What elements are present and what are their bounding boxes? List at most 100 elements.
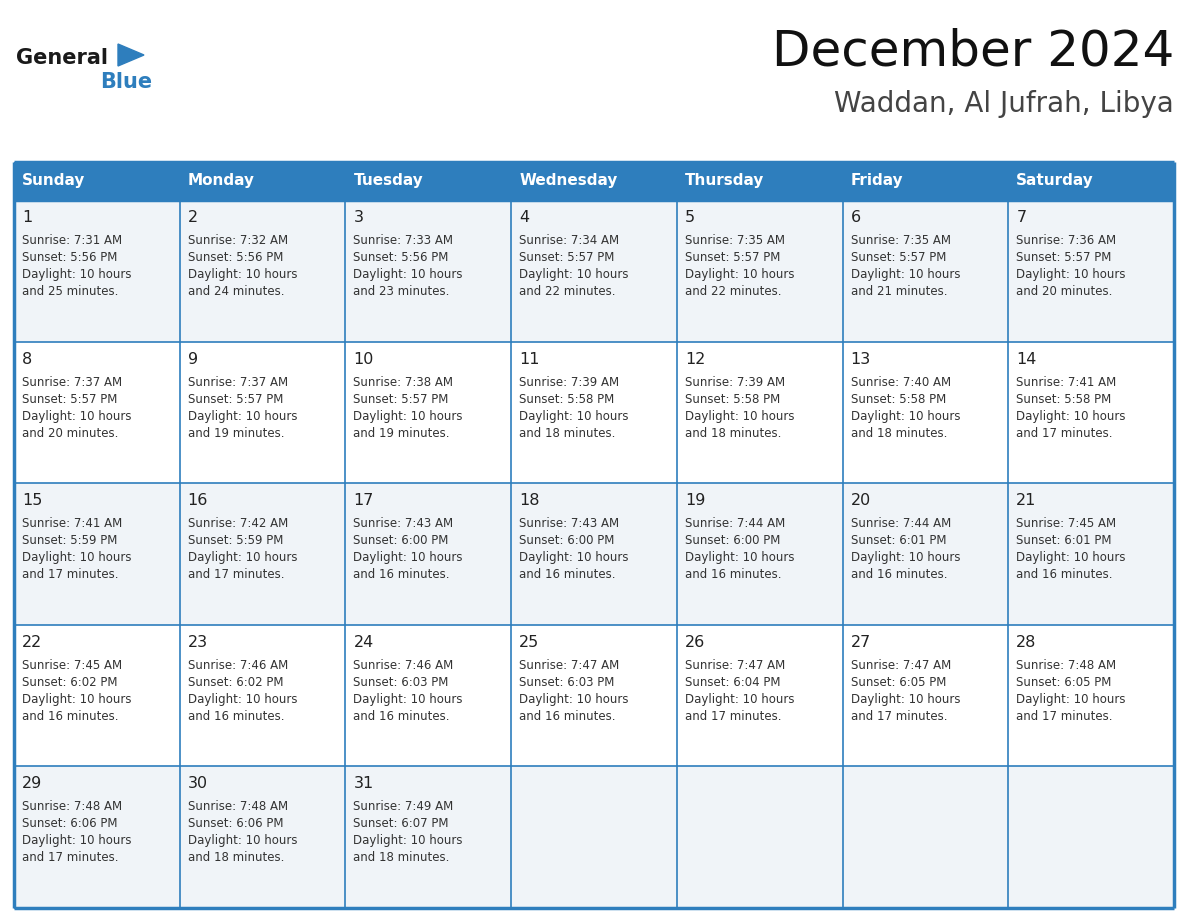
Text: Sunset: 5:58 PM: Sunset: 5:58 PM: [684, 393, 781, 406]
Text: Sunrise: 7:31 AM: Sunrise: 7:31 AM: [23, 234, 122, 247]
Text: Sunrise: 7:45 AM: Sunrise: 7:45 AM: [1016, 517, 1117, 531]
Text: and 18 minutes.: and 18 minutes.: [353, 851, 450, 865]
Text: Sunrise: 7:36 AM: Sunrise: 7:36 AM: [1016, 234, 1117, 247]
Text: Sunrise: 7:38 AM: Sunrise: 7:38 AM: [353, 375, 454, 388]
Text: Sunrise: 7:43 AM: Sunrise: 7:43 AM: [519, 517, 619, 531]
Text: Daylight: 10 hours: Daylight: 10 hours: [23, 693, 132, 706]
Text: 25: 25: [519, 635, 539, 650]
Text: and 17 minutes.: and 17 minutes.: [851, 710, 947, 722]
Text: Sunrise: 7:32 AM: Sunrise: 7:32 AM: [188, 234, 287, 247]
Text: Daylight: 10 hours: Daylight: 10 hours: [353, 834, 463, 847]
Text: Sunrise: 7:40 AM: Sunrise: 7:40 AM: [851, 375, 950, 388]
Text: Daylight: 10 hours: Daylight: 10 hours: [1016, 409, 1126, 422]
Text: 15: 15: [23, 493, 43, 509]
Text: Daylight: 10 hours: Daylight: 10 hours: [188, 268, 297, 281]
Text: Daylight: 10 hours: Daylight: 10 hours: [851, 551, 960, 565]
Text: Sunrise: 7:48 AM: Sunrise: 7:48 AM: [188, 800, 287, 813]
Text: Sunrise: 7:35 AM: Sunrise: 7:35 AM: [851, 234, 950, 247]
Text: and 18 minutes.: and 18 minutes.: [684, 427, 782, 440]
Bar: [842, 625, 1009, 767]
Bar: [677, 341, 842, 483]
Text: Sunset: 6:05 PM: Sunset: 6:05 PM: [851, 676, 946, 688]
Text: Daylight: 10 hours: Daylight: 10 hours: [1016, 268, 1126, 281]
Text: Sunrise: 7:39 AM: Sunrise: 7:39 AM: [519, 375, 619, 388]
Text: 31: 31: [353, 777, 374, 791]
Text: Blue: Blue: [100, 72, 152, 92]
Text: Daylight: 10 hours: Daylight: 10 hours: [23, 551, 132, 565]
Text: and 17 minutes.: and 17 minutes.: [1016, 427, 1113, 440]
Text: Daylight: 10 hours: Daylight: 10 hours: [519, 693, 628, 706]
Bar: [842, 483, 1009, 625]
Text: and 23 minutes.: and 23 minutes.: [353, 285, 450, 298]
Text: 27: 27: [851, 635, 871, 650]
Text: Daylight: 10 hours: Daylight: 10 hours: [1016, 693, 1126, 706]
Text: 16: 16: [188, 493, 208, 509]
Text: Sunset: 6:00 PM: Sunset: 6:00 PM: [353, 534, 449, 547]
Text: Sunrise: 7:43 AM: Sunrise: 7:43 AM: [353, 517, 454, 531]
Text: Sunset: 5:57 PM: Sunset: 5:57 PM: [188, 393, 283, 406]
Text: Sunrise: 7:48 AM: Sunrise: 7:48 AM: [1016, 659, 1117, 672]
Text: Daylight: 10 hours: Daylight: 10 hours: [851, 693, 960, 706]
Bar: [14, 341, 179, 483]
Text: Daylight: 10 hours: Daylight: 10 hours: [851, 268, 960, 281]
Text: Daylight: 10 hours: Daylight: 10 hours: [353, 409, 463, 422]
Text: and 16 minutes.: and 16 minutes.: [519, 710, 615, 722]
Text: Tuesday: Tuesday: [353, 174, 423, 188]
Text: Sunset: 5:57 PM: Sunset: 5:57 PM: [353, 393, 449, 406]
Text: Daylight: 10 hours: Daylight: 10 hours: [188, 409, 297, 422]
Bar: [511, 162, 677, 200]
Text: 18: 18: [519, 493, 539, 509]
Text: and 18 minutes.: and 18 minutes.: [851, 427, 947, 440]
Text: Sunset: 6:07 PM: Sunset: 6:07 PM: [353, 817, 449, 831]
Text: 29: 29: [23, 777, 43, 791]
Text: 20: 20: [851, 493, 871, 509]
Text: Daylight: 10 hours: Daylight: 10 hours: [684, 693, 795, 706]
Text: Sunset: 5:56 PM: Sunset: 5:56 PM: [188, 251, 283, 264]
Text: December 2024: December 2024: [772, 28, 1174, 76]
Text: and 17 minutes.: and 17 minutes.: [188, 568, 284, 581]
Text: Daylight: 10 hours: Daylight: 10 hours: [23, 834, 132, 847]
Text: 23: 23: [188, 635, 208, 650]
Text: Sunrise: 7:46 AM: Sunrise: 7:46 AM: [353, 659, 454, 672]
Bar: [14, 162, 179, 200]
Text: Sunrise: 7:41 AM: Sunrise: 7:41 AM: [23, 517, 122, 531]
Text: Sunset: 5:56 PM: Sunset: 5:56 PM: [353, 251, 449, 264]
Text: and 17 minutes.: and 17 minutes.: [1016, 710, 1113, 722]
Bar: [1009, 625, 1174, 767]
Text: Sunset: 6:03 PM: Sunset: 6:03 PM: [519, 676, 614, 688]
Text: 26: 26: [684, 635, 706, 650]
Text: and 17 minutes.: and 17 minutes.: [23, 851, 119, 865]
Text: and 16 minutes.: and 16 minutes.: [188, 710, 284, 722]
Bar: [1009, 483, 1174, 625]
Bar: [179, 767, 346, 908]
Bar: [511, 483, 677, 625]
Text: and 17 minutes.: and 17 minutes.: [23, 568, 119, 581]
Bar: [842, 162, 1009, 200]
Text: and 16 minutes.: and 16 minutes.: [23, 710, 119, 722]
Text: Sunrise: 7:34 AM: Sunrise: 7:34 AM: [519, 234, 619, 247]
Text: Sunrise: 7:47 AM: Sunrise: 7:47 AM: [684, 659, 785, 672]
Text: Sunrise: 7:35 AM: Sunrise: 7:35 AM: [684, 234, 785, 247]
Text: Sunrise: 7:39 AM: Sunrise: 7:39 AM: [684, 375, 785, 388]
Text: Sunrise: 7:33 AM: Sunrise: 7:33 AM: [353, 234, 454, 247]
Bar: [179, 341, 346, 483]
Text: Friday: Friday: [851, 174, 903, 188]
Text: Sunset: 5:58 PM: Sunset: 5:58 PM: [519, 393, 614, 406]
Text: Sunset: 6:02 PM: Sunset: 6:02 PM: [188, 676, 283, 688]
Text: Daylight: 10 hours: Daylight: 10 hours: [188, 834, 297, 847]
Text: and 22 minutes.: and 22 minutes.: [519, 285, 615, 298]
Bar: [14, 767, 179, 908]
Text: Sunrise: 7:45 AM: Sunrise: 7:45 AM: [23, 659, 122, 672]
Text: 22: 22: [23, 635, 43, 650]
Bar: [511, 341, 677, 483]
Bar: [14, 625, 179, 767]
Text: Daylight: 10 hours: Daylight: 10 hours: [851, 409, 960, 422]
Text: and 16 minutes.: and 16 minutes.: [851, 568, 947, 581]
Text: Daylight: 10 hours: Daylight: 10 hours: [684, 551, 795, 565]
Text: 28: 28: [1016, 635, 1037, 650]
Bar: [346, 162, 511, 200]
Text: Daylight: 10 hours: Daylight: 10 hours: [684, 268, 795, 281]
Polygon shape: [118, 44, 144, 66]
Text: and 25 minutes.: and 25 minutes.: [23, 285, 119, 298]
Bar: [677, 767, 842, 908]
